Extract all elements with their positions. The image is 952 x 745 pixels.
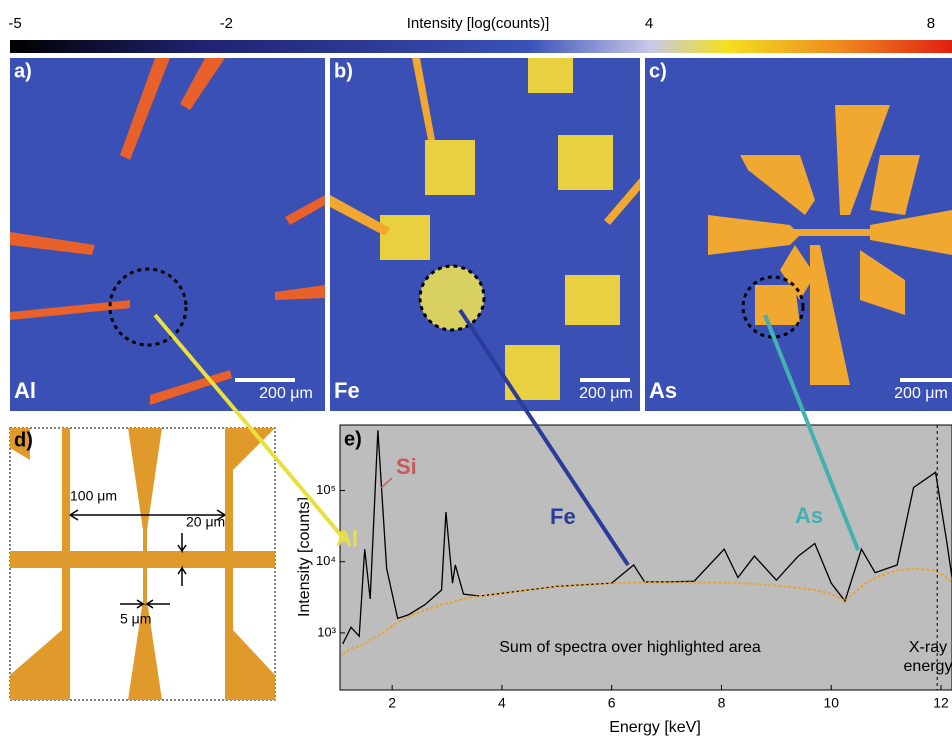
panel-letter: b)	[334, 60, 353, 82]
panel-letter: d)	[14, 429, 33, 451]
energy-text: energy	[904, 658, 952, 675]
x-tick-label: 8	[718, 695, 726, 711]
colorbar-tick-label: -2	[220, 15, 233, 32]
dimension-label: 5 μm	[120, 611, 151, 627]
page: Intensity [log(counts)] 2 4 6 8 10 12 10³ 10⁴ 10…	[0, 0, 952, 740]
peak-label: Si	[396, 454, 417, 479]
dimension-label: 20 μm	[186, 514, 225, 530]
y-tick-label: 10⁵	[316, 482, 336, 497]
y-tick-label: 10⁴	[316, 553, 336, 568]
panel-b-image	[330, 58, 640, 411]
x-tick-label: 12	[933, 695, 949, 711]
element-label: Al	[14, 378, 36, 403]
energy-text: X-ray	[909, 639, 947, 656]
panel-letter: e)	[344, 428, 362, 450]
figure: Intensity [log(counts)] 2 4 6 8 10 12 10³ 10⁴ 10…	[0, 0, 952, 740]
dimension-label: 100 μm	[70, 488, 117, 504]
colorbar-tick-label: 8	[927, 15, 935, 32]
x-tick-label: 10	[823, 695, 839, 711]
x-tick-label: 4	[498, 695, 506, 711]
panel-c-image	[645, 58, 952, 411]
element-label: As	[649, 378, 677, 403]
y-tick-label: 10³	[317, 624, 336, 639]
colorbar	[10, 40, 952, 53]
panel-letter: a)	[14, 60, 32, 82]
x-axis-label: Energy [keV]	[609, 719, 701, 736]
element-label: Fe	[334, 378, 360, 403]
colorbar-label: Intensity [log(counts)]	[407, 15, 550, 32]
panel-a-image	[10, 58, 325, 411]
colorbar-tick-label: -5	[8, 15, 21, 32]
peak-label: As	[795, 503, 823, 528]
x-tick-label: 6	[608, 695, 616, 711]
schematic	[10, 428, 275, 700]
peak-label: Fe	[550, 504, 576, 529]
x-tick-label: 2	[388, 695, 396, 711]
peak-label: Al	[336, 526, 358, 551]
scale-bar-label: 200 μm	[579, 385, 633, 402]
note: Sum of spectra over highlighted area	[499, 639, 761, 656]
scale-bar-label: 200 μm	[894, 385, 948, 402]
scale-bar-label: 200 μm	[259, 385, 313, 402]
colorbar-tick-label: 4	[645, 15, 653, 32]
panel-letter: c)	[649, 60, 667, 82]
y-axis-label: Intensity [counts]	[296, 497, 313, 617]
